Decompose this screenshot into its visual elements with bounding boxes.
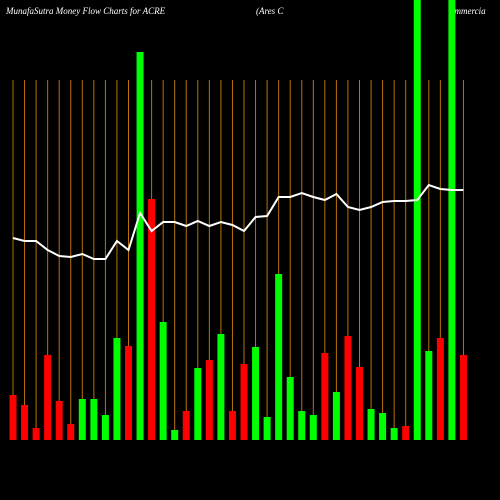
bar — [136, 52, 144, 440]
bar — [286, 377, 294, 440]
bar — [436, 338, 444, 440]
bar — [101, 415, 109, 440]
bar — [413, 0, 421, 440]
bar — [21, 405, 29, 440]
bar — [90, 399, 98, 440]
bar — [55, 401, 63, 440]
bar — [379, 413, 387, 440]
bar — [321, 353, 329, 440]
bar — [194, 368, 202, 440]
bar — [228, 411, 236, 440]
bar — [344, 336, 352, 440]
bar — [367, 409, 375, 440]
bar — [125, 346, 132, 440]
bar — [459, 355, 467, 440]
chart-title: (Ares C — [256, 6, 284, 16]
bar — [275, 274, 283, 440]
bar — [263, 417, 271, 440]
bar — [298, 411, 306, 440]
bar — [425, 351, 433, 440]
bar — [356, 367, 363, 440]
bar — [332, 392, 340, 440]
bar — [32, 428, 40, 440]
bar — [67, 424, 75, 440]
bar — [252, 347, 260, 440]
bar — [113, 338, 121, 440]
bar — [217, 334, 225, 440]
bar — [159, 322, 167, 440]
bar — [182, 411, 190, 440]
bar — [402, 426, 410, 440]
bar — [9, 395, 17, 440]
bar — [390, 428, 398, 440]
bar — [309, 415, 317, 440]
chart-title: MunafaSutra Money Flow Charts for ACRE — [5, 6, 166, 16]
bar — [171, 430, 179, 440]
money-flow-line — [12, 183, 464, 260]
bar — [205, 360, 213, 440]
chart-title: ommercia — [450, 6, 486, 16]
bar — [78, 399, 86, 440]
bar — [148, 199, 156, 440]
bar — [448, 0, 456, 440]
bar — [44, 355, 52, 440]
bar — [240, 364, 248, 440]
